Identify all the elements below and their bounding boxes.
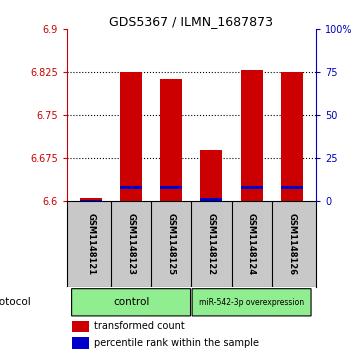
Bar	[80, 199, 102, 201]
Text: GSM1148124: GSM1148124	[247, 213, 256, 276]
Text: protocol: protocol	[0, 297, 31, 307]
Bar	[160, 186, 182, 189]
Bar	[240, 186, 263, 189]
Text: GSM1148123: GSM1148123	[127, 213, 136, 276]
Bar	[281, 72, 303, 201]
FancyBboxPatch shape	[192, 289, 311, 316]
Text: transformed count: transformed count	[94, 321, 185, 331]
Bar	[200, 199, 222, 201]
Text: percentile rank within the sample: percentile rank within the sample	[94, 338, 259, 348]
Bar	[200, 150, 222, 201]
Title: GDS5367 / ILMN_1687873: GDS5367 / ILMN_1687873	[109, 15, 273, 28]
Bar	[281, 186, 303, 189]
Text: GSM1148121: GSM1148121	[86, 213, 95, 276]
Polygon shape	[35, 295, 59, 310]
Bar	[120, 72, 142, 201]
FancyBboxPatch shape	[71, 289, 191, 316]
Text: GSM1148122: GSM1148122	[207, 213, 216, 276]
Bar	[72, 321, 89, 332]
Bar	[72, 338, 89, 348]
Bar	[160, 79, 182, 201]
Text: control: control	[113, 297, 149, 307]
Text: GSM1148126: GSM1148126	[287, 213, 296, 276]
Bar	[80, 200, 102, 201]
Bar	[240, 70, 263, 201]
Text: GSM1148125: GSM1148125	[167, 213, 176, 276]
Text: miR-542-3p overexpression: miR-542-3p overexpression	[199, 298, 304, 307]
Bar	[120, 186, 142, 189]
